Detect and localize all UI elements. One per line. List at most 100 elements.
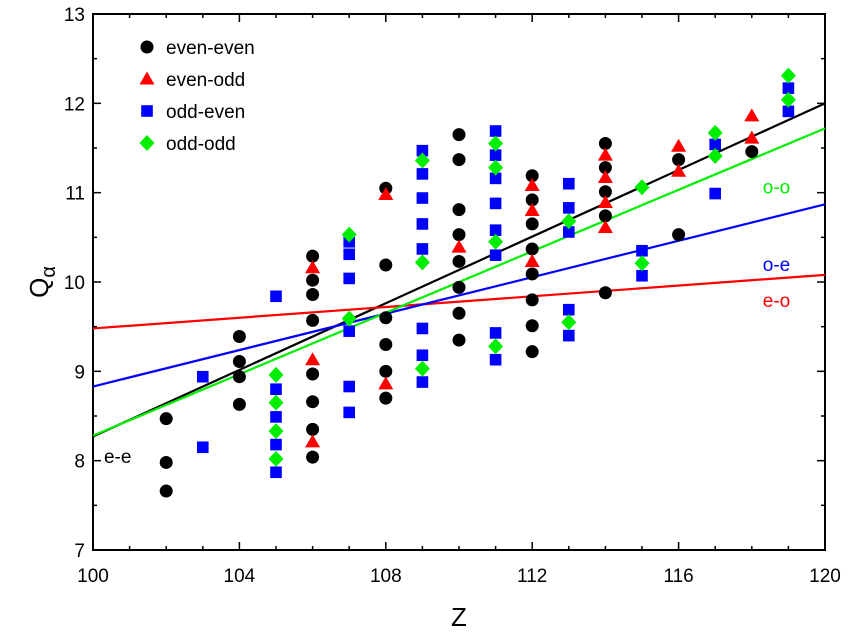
- point-odd-even-36: [709, 138, 721, 151]
- point-odd-even-35: [636, 269, 648, 282]
- x-tick-label-120: 120: [809, 566, 841, 587]
- y-tick-label-8: 8: [74, 452, 85, 473]
- point-odd-odd-11: [488, 233, 504, 250]
- point-even-odd-4: [378, 376, 394, 390]
- point-odd-even-14: [416, 168, 429, 180]
- x-axis-title: Z: [451, 602, 467, 632]
- point-even-even-36: [525, 345, 539, 359]
- point-even-even-30: [525, 193, 539, 207]
- fit-label-e-o: e-o: [763, 291, 790, 312]
- point-odd-even-30: [563, 202, 575, 214]
- legend-label-odd-odd: odd-odd: [166, 134, 236, 155]
- y-tick-label-9: 9: [74, 362, 85, 383]
- point-odd-odd-3: [268, 450, 284, 467]
- point-even-even-41: [598, 286, 612, 300]
- point-odd-even-24: [489, 197, 502, 210]
- point-odd-even-13: [416, 144, 429, 157]
- legend-marker-even-odd: [139, 71, 155, 85]
- legend: even-even even-odd odd-even odd-odd: [139, 38, 255, 155]
- point-odd-odd-13: [561, 213, 577, 230]
- point-even-odd-0: [305, 260, 321, 274]
- tick-labels: 100 104 108 112 116 120 7 8 9 10 11 12 13: [64, 5, 841, 587]
- point-odd-even-21: [489, 125, 502, 137]
- y-axis-title-main: Q: [24, 278, 54, 298]
- point-odd-odd-5: [341, 310, 357, 327]
- point-even-even-17: [379, 311, 393, 325]
- fit-line-o-e: [92, 203, 826, 388]
- point-even-odd-2: [305, 434, 321, 448]
- point-odd-even-2: [270, 290, 282, 303]
- axis-ticks: [92, 13, 826, 551]
- point-odd-even-1: [197, 441, 209, 454]
- point-even-even-5: [232, 370, 246, 384]
- legend-marker-odd-odd: [139, 135, 155, 151]
- point-even-odd-14: [671, 163, 687, 177]
- point-even-even-6: [232, 397, 246, 411]
- point-even-even-28: [452, 333, 466, 347]
- point-even-even-39: [598, 185, 612, 199]
- point-odd-even-23: [489, 172, 502, 185]
- point-odd-odd-12: [488, 338, 504, 355]
- point-odd-even-34: [636, 244, 648, 257]
- point-even-even-33: [525, 267, 539, 281]
- point-even-even-1: [159, 455, 173, 469]
- point-odd-even-25: [489, 224, 502, 236]
- point-odd-odd-1: [268, 394, 284, 411]
- point-even-even-8: [306, 273, 320, 287]
- point-even-odd-9: [597, 147, 613, 161]
- y-tick-label-12: 12: [64, 94, 85, 115]
- point-odd-even-9: [343, 272, 355, 285]
- x-tick-label-104: 104: [224, 566, 256, 587]
- point-odd-even-5: [270, 438, 282, 451]
- point-even-even-18: [379, 338, 393, 352]
- point-odd-even-31: [563, 226, 575, 238]
- point-even-even-24: [452, 228, 466, 242]
- point-even-odd-16: [744, 130, 760, 144]
- point-even-even-7: [306, 249, 320, 263]
- point-even-even-4: [232, 355, 246, 369]
- point-odd-odd-18: [707, 148, 723, 165]
- point-even-even-9: [306, 288, 320, 302]
- x-tick-label-100: 100: [77, 566, 109, 587]
- point-even-even-20: [379, 391, 393, 405]
- legend-label-odd-even: odd-even: [166, 102, 245, 123]
- fit-labels: e-e e-o o-e o-o: [104, 177, 790, 468]
- point-even-even-2: [159, 484, 173, 498]
- point-even-even-12: [306, 395, 320, 409]
- data-markers: [159, 67, 796, 498]
- point-odd-even-18: [416, 322, 429, 335]
- point-even-even-19: [379, 364, 393, 378]
- point-odd-even-12: [343, 406, 355, 419]
- point-odd-even-29: [563, 177, 575, 190]
- point-odd-even-17: [416, 243, 429, 255]
- point-even-even-34: [525, 293, 539, 307]
- point-odd-even-22: [489, 149, 502, 161]
- point-even-even-42: [672, 153, 686, 167]
- point-even-even-22: [452, 153, 466, 167]
- point-even-even-37: [598, 137, 612, 151]
- point-even-even-32: [525, 242, 539, 256]
- point-even-odd-15: [744, 108, 760, 122]
- point-even-odd-8: [524, 253, 540, 267]
- point-even-odd-11: [597, 194, 613, 208]
- point-odd-odd-16: [634, 255, 650, 272]
- point-even-even-27: [452, 306, 466, 320]
- legend-marker-even-even: [140, 40, 154, 54]
- point-even-odd-3: [378, 186, 394, 200]
- fit-line-e-e: [92, 102, 826, 438]
- point-odd-even-16: [416, 218, 429, 230]
- point-odd-even-8: [343, 248, 355, 261]
- point-odd-odd-7: [414, 254, 430, 271]
- point-odd-even-32: [563, 303, 575, 316]
- x-tick-label-116: 116: [663, 566, 693, 587]
- point-even-even-0: [159, 412, 173, 426]
- point-even-even-3: [232, 329, 246, 343]
- y-axis-title-subscript: α: [38, 266, 60, 278]
- point-odd-even-28: [489, 353, 502, 366]
- point-odd-odd-19: [780, 67, 796, 84]
- point-odd-even-20: [416, 376, 429, 388]
- x-tick-label-112: 112: [517, 566, 547, 587]
- legend-label-even-odd: even-odd: [166, 70, 245, 91]
- point-odd-odd-20: [780, 91, 796, 108]
